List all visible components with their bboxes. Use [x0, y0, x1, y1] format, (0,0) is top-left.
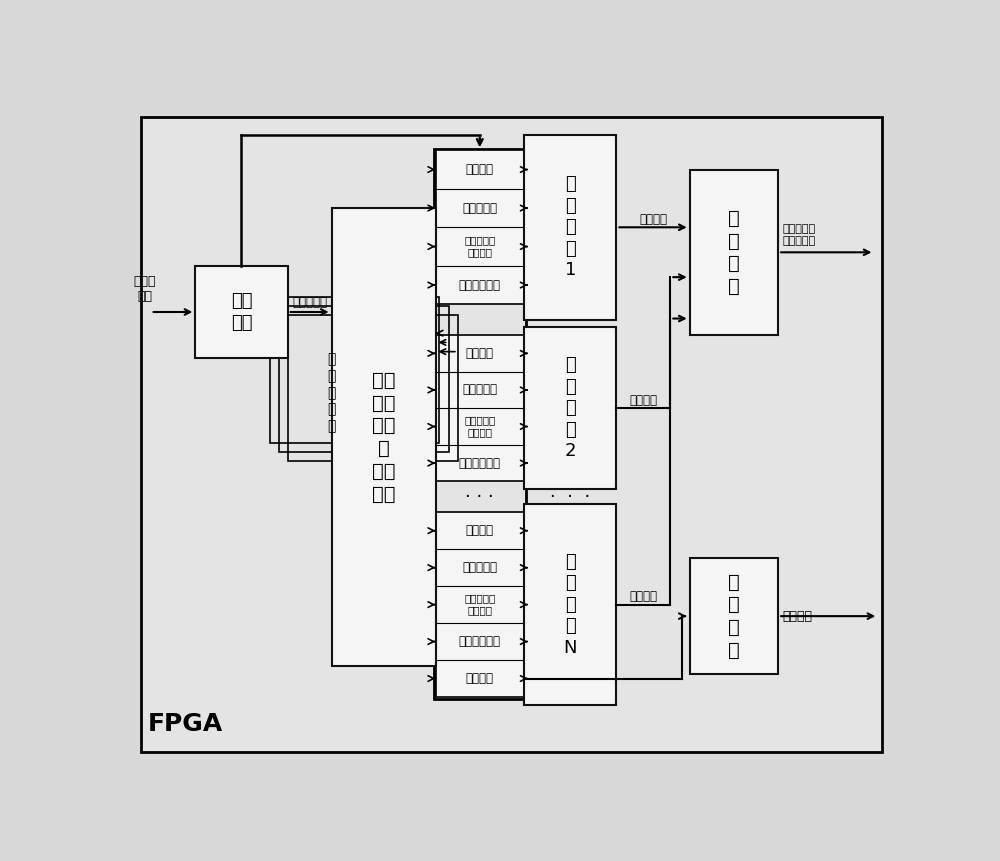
Bar	[279, 306, 449, 452]
Bar	[524, 505, 616, 704]
Text: 计
算
模
块
1: 计 算 模 块 1	[565, 176, 576, 279]
Text: 同
步
模
块: 同 步 模 块	[728, 208, 740, 296]
Text: 计算结束: 计算结束	[629, 394, 657, 407]
Text: · · ·: · · ·	[465, 488, 494, 505]
Text: 数
据
输
出: 数 据 输 出	[728, 573, 740, 660]
Bar	[524, 135, 616, 319]
Text: 可变显示牌
显示速度: 可变显示牌 显示速度	[464, 593, 495, 616]
Text: ·  ·  ·: · · ·	[550, 488, 590, 505]
Text: 交通流数据: 交通流数据	[462, 201, 497, 214]
Text: 交通流数据: 交通流数据	[292, 296, 327, 309]
Text: 计
算
模
块
N: 计 算 模 块 N	[564, 553, 577, 657]
Text: 使能信号: 使能信号	[466, 163, 494, 176]
Bar	[690, 559, 778, 674]
Bar	[436, 512, 524, 697]
Text: 使能信号: 使能信号	[466, 524, 494, 537]
Bar	[436, 335, 524, 481]
Bar	[195, 266, 288, 358]
Text: 可变显示牌
显示速度: 可变显示牌 显示速度	[464, 236, 495, 257]
Bar	[690, 170, 778, 335]
Bar	[288, 315, 458, 461]
Bar	[270, 296, 439, 443]
Text: 数据
接收: 数据 接收	[231, 292, 252, 331]
Text: 使能信号: 使能信号	[466, 347, 494, 360]
Text: 计算结束: 计算结束	[629, 591, 657, 604]
Bar	[436, 151, 524, 304]
Text: 交
通
流
数
据: 交 通 流 数 据	[327, 352, 336, 433]
Text: 匝口控制方案: 匝口控制方案	[459, 635, 501, 648]
Text: 控制
方案
选择
及
数据
分配: 控制 方案 选择 及 数据 分配	[372, 371, 395, 504]
Text: 交通流数据: 交通流数据	[462, 383, 497, 396]
Bar	[524, 327, 616, 489]
Text: 控制方案: 控制方案	[782, 610, 812, 623]
Text: 计
算
模
块
2: 计 算 模 块 2	[564, 356, 576, 461]
Bar	[434, 149, 526, 698]
Text: 计算结束: 计算结束	[639, 213, 667, 226]
Bar	[332, 208, 436, 666]
Text: 可变显示牌
显示速度: 可变显示牌 显示速度	[464, 416, 495, 437]
Text: 匝口控制方案: 匝口控制方案	[459, 279, 501, 292]
Text: 控制方案: 控制方案	[466, 672, 494, 685]
Text: 交通流
数据: 交通流 数据	[133, 275, 156, 303]
Text: 所有计算模
块计算结束: 所有计算模 块计算结束	[782, 225, 815, 246]
Text: 交通流数据: 交通流数据	[462, 561, 497, 574]
Text: FPGA: FPGA	[148, 712, 223, 736]
Text: 匝口控制方案: 匝口控制方案	[459, 456, 501, 469]
